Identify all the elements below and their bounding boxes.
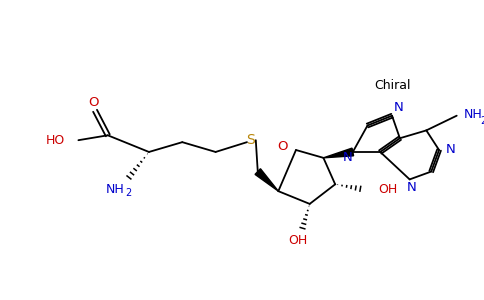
Text: HO: HO xyxy=(45,134,65,147)
Text: N: N xyxy=(446,143,455,157)
Text: OH: OH xyxy=(378,183,397,196)
Text: NH: NH xyxy=(464,108,483,121)
Text: N: N xyxy=(394,101,404,114)
Text: N: N xyxy=(407,181,417,194)
Text: O: O xyxy=(88,97,98,110)
Text: Chiral: Chiral xyxy=(374,79,410,92)
Text: 2: 2 xyxy=(125,188,132,198)
Text: 2: 2 xyxy=(480,116,484,126)
Text: OH: OH xyxy=(288,234,307,247)
Text: N: N xyxy=(343,151,353,164)
Polygon shape xyxy=(323,148,354,158)
Text: S: S xyxy=(246,133,255,147)
Polygon shape xyxy=(255,169,278,191)
Text: O: O xyxy=(278,140,288,153)
Text: NH: NH xyxy=(106,183,124,196)
